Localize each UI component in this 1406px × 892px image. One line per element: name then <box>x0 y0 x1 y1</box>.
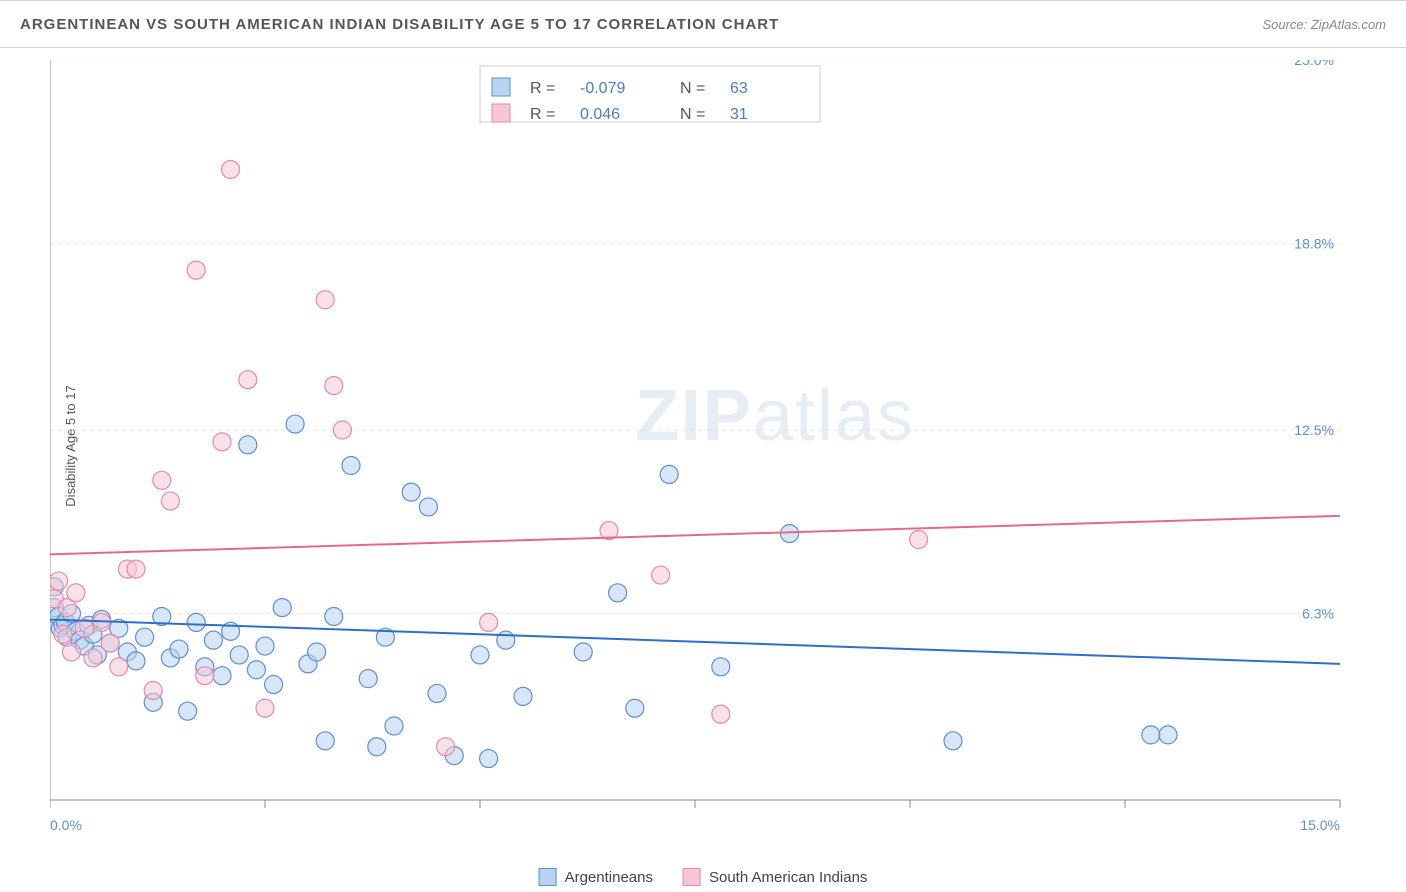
scatter-point <box>325 607 343 625</box>
source-label: Source: ZipAtlas.com <box>1262 17 1386 32</box>
scatter-point <box>101 634 119 652</box>
legend-swatch <box>683 868 701 886</box>
scatter-point <box>609 584 627 602</box>
x-tick-label: 0.0% <box>50 817 82 833</box>
stats-r-value: 0.046 <box>580 106 620 123</box>
legend-swatch <box>492 104 510 122</box>
chart-svg: 6.3% 12.5% 18.8% 25.0% ZIPatlas 0.0% 15.0% R = -… <box>50 60 1370 840</box>
scatter-point <box>63 643 81 661</box>
scatter-point <box>110 658 128 676</box>
scatter-point <box>712 705 730 723</box>
scatter-point <box>308 643 326 661</box>
y-tick-label: 25.0% <box>1294 60 1334 68</box>
scatter-point <box>712 658 730 676</box>
scatter-point <box>161 492 179 510</box>
y-tick-label: 6.3% <box>1302 606 1334 622</box>
stats-label: N = <box>680 106 705 123</box>
scatter-point <box>256 637 274 655</box>
scatter-point <box>75 619 93 637</box>
scatter-point <box>144 681 162 699</box>
legend-item: South American Indians <box>683 868 867 886</box>
scatter-point <box>781 525 799 543</box>
chart-title: ARGENTINEAN VS SOUTH AMERICAN INDIAN DIS… <box>20 16 779 33</box>
scatter-point <box>222 161 240 179</box>
stats-label: R = <box>530 106 555 123</box>
scatter-point <box>514 687 532 705</box>
scatter-point <box>136 628 154 646</box>
scatter-point <box>230 646 248 664</box>
scatter-point <box>273 599 291 617</box>
scatter-point <box>213 667 231 685</box>
scatter-point <box>333 421 351 439</box>
scatter-chart: 6.3% 12.5% 18.8% 25.0% ZIPatlas 0.0% 15.0% R = -… <box>50 60 1370 840</box>
scatter-point <box>437 738 455 756</box>
scatter-point <box>187 613 205 631</box>
scatter-point <box>187 261 205 279</box>
stats-label: R = <box>530 80 555 97</box>
scatter-point <box>480 750 498 768</box>
scatter-point <box>1142 726 1160 744</box>
scatter-point <box>153 471 171 489</box>
scatter-point <box>402 483 420 501</box>
scatter-point <box>626 699 644 717</box>
scatter-point <box>1159 726 1177 744</box>
scatter-point <box>574 643 592 661</box>
scatter-point <box>179 702 197 720</box>
scatter-point <box>256 699 274 717</box>
stats-n-value: 63 <box>730 80 748 97</box>
scatter-point <box>170 640 188 658</box>
scatter-point <box>316 291 334 309</box>
scatter-point <box>265 676 283 694</box>
scatter-point <box>910 531 928 549</box>
scatter-point <box>247 661 265 679</box>
scatter-point <box>359 670 377 688</box>
scatter-point <box>127 560 145 578</box>
y-tick-label: 18.8% <box>1294 236 1334 252</box>
chart-legend: Argentineans South American Indians <box>539 868 868 886</box>
scatter-point <box>54 625 72 643</box>
scatter-point <box>944 732 962 750</box>
scatter-point <box>385 717 403 735</box>
chart-header: ARGENTINEAN VS SOUTH AMERICAN INDIAN DIS… <box>0 0 1406 48</box>
scatter-point <box>204 631 222 649</box>
scatter-point <box>342 457 360 475</box>
legend-swatch <box>539 868 557 886</box>
legend-swatch <box>492 78 510 96</box>
scatter-point <box>480 613 498 631</box>
scatter-point <box>316 732 334 750</box>
trend-line <box>50 516 1340 554</box>
scatter-point <box>239 371 257 389</box>
scatter-point <box>239 436 257 454</box>
scatter-point <box>286 415 304 433</box>
legend-label: Argentineans <box>565 869 653 886</box>
scatter-point <box>84 649 102 667</box>
scatter-point <box>196 667 214 685</box>
legend-item: Argentineans <box>539 868 653 886</box>
scatter-point <box>368 738 386 756</box>
y-tick-label: 12.5% <box>1294 422 1334 438</box>
scatter-point <box>213 433 231 451</box>
scatter-point <box>428 684 446 702</box>
legend-label: South American Indians <box>709 869 867 886</box>
scatter-point <box>652 566 670 584</box>
scatter-point <box>325 377 343 395</box>
stats-label: N = <box>680 80 705 97</box>
x-tick-label: 15.0% <box>1300 817 1340 833</box>
watermark: ZIPatlas <box>635 376 915 456</box>
scatter-point <box>50 572 68 590</box>
stats-n-value: 31 <box>730 106 748 123</box>
scatter-point <box>67 584 85 602</box>
scatter-point <box>471 646 489 664</box>
stats-r-value: -0.079 <box>580 80 625 97</box>
scatter-point <box>497 631 515 649</box>
scatter-point <box>127 652 145 670</box>
scatter-point <box>419 498 437 516</box>
scatter-point <box>660 465 678 483</box>
